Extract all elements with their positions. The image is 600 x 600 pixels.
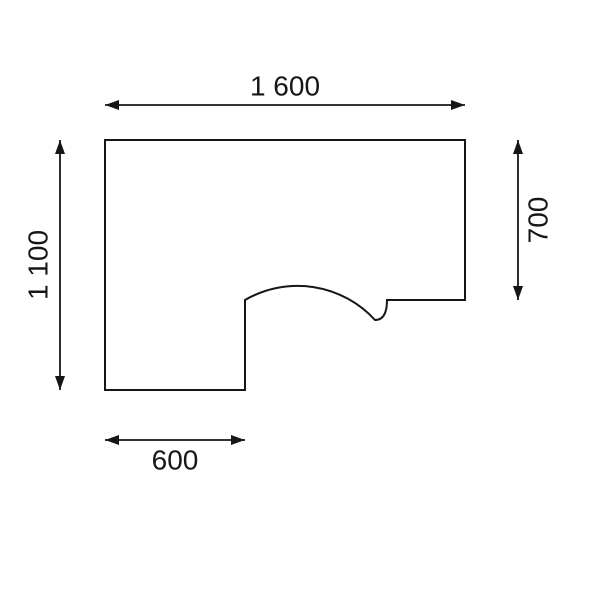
dim-top-label: 1 600 xyxy=(250,70,320,101)
dim-right-label: 700 xyxy=(522,197,553,244)
dim-bottom-label: 600 xyxy=(152,444,199,475)
desk-outline xyxy=(105,140,465,390)
dim-left-label: 1 100 xyxy=(22,230,53,300)
